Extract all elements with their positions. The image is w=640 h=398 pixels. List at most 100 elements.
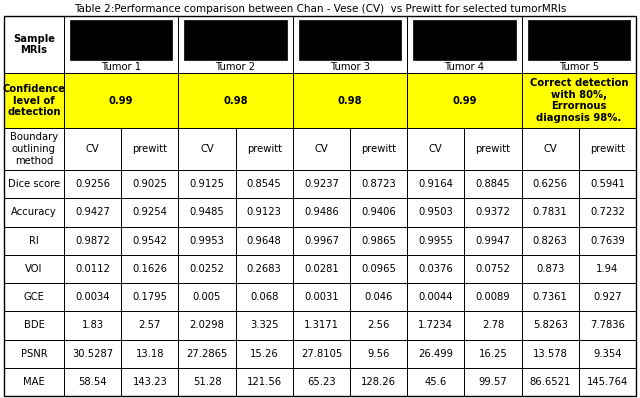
Bar [579, 198, 636, 226]
Text: 0.005: 0.005 [193, 292, 221, 302]
Text: 0.0965: 0.0965 [361, 264, 396, 274]
Text: 0.9947: 0.9947 [476, 236, 511, 246]
Text: 0.9237: 0.9237 [304, 179, 339, 189]
Bar [350, 255, 407, 283]
Bar [293, 16, 407, 73]
Bar [293, 73, 407, 128]
Bar [236, 311, 293, 339]
Bar [179, 339, 236, 368]
Text: 2.57: 2.57 [139, 320, 161, 330]
Bar [522, 73, 636, 128]
Bar [350, 311, 407, 339]
Text: prewitt: prewitt [590, 144, 625, 154]
Text: 2.0298: 2.0298 [189, 320, 225, 330]
Text: Sample
MRIs: Sample MRIs [13, 34, 55, 55]
Bar [579, 170, 636, 198]
Bar [4, 170, 64, 198]
Bar [179, 226, 236, 255]
Text: 0.99: 0.99 [109, 96, 134, 105]
Bar [522, 16, 636, 73]
Text: 1.3171: 1.3171 [304, 320, 339, 330]
Text: 0.9648: 0.9648 [247, 236, 282, 246]
Bar [522, 311, 579, 339]
Text: Tumor 2: Tumor 2 [216, 62, 255, 72]
Bar [121, 339, 179, 368]
Text: CV: CV [429, 144, 443, 154]
Bar [527, 20, 630, 60]
Text: GCE: GCE [24, 292, 44, 302]
Text: 0.1626: 0.1626 [132, 264, 167, 274]
Bar [64, 226, 121, 255]
Text: 0.98: 0.98 [223, 96, 248, 105]
Bar [4, 128, 64, 170]
Text: 0.5941: 0.5941 [590, 179, 625, 189]
Text: 30.5287: 30.5287 [72, 349, 113, 359]
Text: prewitt: prewitt [132, 144, 167, 154]
Text: 0.927: 0.927 [593, 292, 621, 302]
Bar [579, 283, 636, 311]
Bar [579, 339, 636, 368]
Bar [407, 283, 465, 311]
Bar [465, 368, 522, 396]
Bar [407, 255, 465, 283]
Bar [236, 226, 293, 255]
Bar [413, 20, 516, 60]
Bar [179, 283, 236, 311]
Text: Boundary
outlining
method: Boundary outlining method [10, 133, 58, 166]
Text: 9.56: 9.56 [367, 349, 390, 359]
Text: Confidence
level of
detection: Confidence level of detection [3, 84, 65, 117]
Bar [465, 283, 522, 311]
Text: 0.9025: 0.9025 [132, 179, 167, 189]
Bar [64, 339, 121, 368]
Bar [179, 128, 236, 170]
Bar [522, 198, 579, 226]
Bar [179, 368, 236, 396]
Bar [407, 226, 465, 255]
Bar [64, 283, 121, 311]
Text: 0.9123: 0.9123 [247, 207, 282, 217]
Bar [465, 128, 522, 170]
Text: 0.98: 0.98 [338, 96, 362, 105]
Bar [64, 255, 121, 283]
Bar [4, 339, 64, 368]
Text: 0.9256: 0.9256 [75, 179, 110, 189]
Text: 7.7836: 7.7836 [590, 320, 625, 330]
Text: 0.0252: 0.0252 [189, 264, 225, 274]
Text: prewitt: prewitt [476, 144, 511, 154]
Bar [579, 368, 636, 396]
Text: 0.8845: 0.8845 [476, 179, 510, 189]
Text: 0.0112: 0.0112 [75, 264, 110, 274]
Bar [179, 73, 293, 128]
Text: 0.1795: 0.1795 [132, 292, 167, 302]
Bar [4, 73, 64, 128]
Bar [407, 73, 522, 128]
Text: Table 2:Performance comparison between Chan - Vese (CV)  vs Prewitt for selected: Table 2:Performance comparison between C… [74, 4, 566, 14]
Text: 0.068: 0.068 [250, 292, 278, 302]
Text: 51.28: 51.28 [193, 377, 221, 387]
Bar [4, 255, 64, 283]
Text: Tumor 3: Tumor 3 [330, 62, 370, 72]
Bar [350, 283, 407, 311]
Bar [64, 128, 121, 170]
Bar [64, 73, 179, 128]
Text: 121.56: 121.56 [246, 377, 282, 387]
Text: 0.0031: 0.0031 [304, 292, 339, 302]
Text: 9.354: 9.354 [593, 349, 621, 359]
Text: VOI: VOI [26, 264, 43, 274]
Bar [179, 198, 236, 226]
Text: 2.56: 2.56 [367, 320, 390, 330]
Text: 0.9865: 0.9865 [361, 236, 396, 246]
Text: 0.9427: 0.9427 [75, 207, 110, 217]
Text: MAE: MAE [23, 377, 45, 387]
Bar [522, 339, 579, 368]
Bar [407, 198, 465, 226]
Bar [4, 226, 64, 255]
Bar [522, 170, 579, 198]
Text: 99.57: 99.57 [479, 377, 508, 387]
Bar [350, 339, 407, 368]
Bar [522, 128, 579, 170]
Text: 26.499: 26.499 [419, 349, 453, 359]
Bar [293, 368, 350, 396]
Text: CV: CV [200, 144, 214, 154]
Bar [293, 226, 350, 255]
